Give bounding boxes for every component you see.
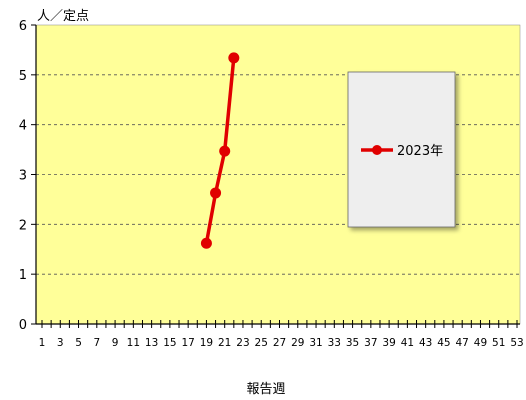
y-axis-label: 人／定点: [37, 9, 89, 24]
x-tick-label-51: 51: [492, 337, 505, 349]
y-tick-label-4: 4: [19, 119, 27, 134]
x-tick-label-3: 3: [57, 337, 64, 349]
x-tick-label-33: 33: [328, 337, 341, 349]
legend: 2023年: [347, 71, 456, 228]
x-tick-label-53: 53: [510, 337, 523, 349]
x-axis-label: 報告週: [246, 382, 285, 396]
x-tick-label-45: 45: [437, 337, 450, 349]
x-tick-label-17: 17: [181, 337, 194, 349]
x-tick-label-5: 5: [75, 337, 82, 349]
x-tick-label-1: 1: [39, 337, 46, 349]
x-tick-label-27: 27: [273, 337, 286, 349]
x-tick-label-19: 19: [200, 337, 213, 349]
x-tick-label-25: 25: [255, 337, 268, 349]
x-tick-label-29: 29: [291, 337, 304, 349]
y-tick-label-6: 6: [19, 19, 27, 34]
x-tick-label-21: 21: [218, 337, 231, 349]
x-tick-label-35: 35: [346, 337, 359, 349]
data-point-0-1: [210, 187, 222, 199]
x-tick-label-15: 15: [163, 337, 176, 349]
x-tick-label-49: 49: [474, 337, 487, 349]
y-tick-label-0: 0: [19, 318, 27, 333]
data-point-0-3: [228, 52, 240, 64]
legend-swatch-marker-0: [372, 145, 382, 155]
x-tick-label-37: 37: [364, 337, 377, 349]
data-point-0-0: [200, 237, 212, 249]
legend-entry-0: 2023年: [397, 144, 443, 159]
y-tick-label-2: 2: [19, 218, 27, 233]
x-tick-label-9: 9: [112, 337, 119, 349]
x-tick-label-31: 31: [309, 337, 322, 349]
x-tick-label-11: 11: [127, 337, 140, 349]
series-line-0: [204, 57, 236, 244]
y-tick-label-1: 1: [19, 268, 27, 283]
y-tick-label-3: 3: [19, 169, 27, 184]
x-tick-label-43: 43: [419, 337, 432, 349]
x-tick-label-47: 47: [456, 337, 469, 349]
x-tick-label-13: 13: [145, 337, 158, 349]
y-tick-label-5: 5: [19, 69, 27, 84]
x-tick-label-7: 7: [93, 337, 100, 349]
x-tick-label-41: 41: [401, 337, 414, 349]
x-tick-label-23: 23: [236, 337, 249, 349]
series-layer: [200, 52, 240, 249]
data-point-0-2: [219, 145, 231, 157]
x-tick-label-39: 39: [382, 337, 395, 349]
